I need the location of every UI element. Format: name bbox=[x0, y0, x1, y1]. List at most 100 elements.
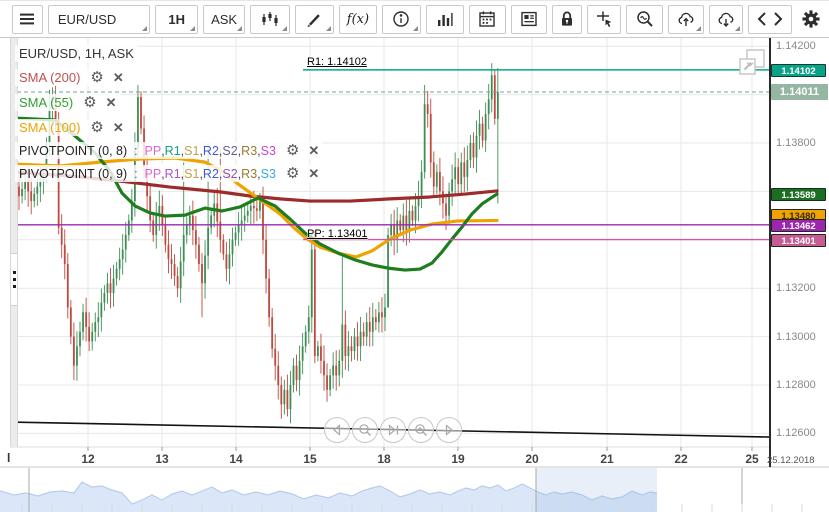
r1-level-label[interactable]: R1: 1.14102 bbox=[307, 56, 367, 68]
pivot-item-pp: PP bbox=[144, 143, 162, 158]
pivot-item-s2: S2 bbox=[222, 166, 238, 181]
dropdown-caret-icon bbox=[412, 25, 418, 31]
time-tick-label: 15 bbox=[303, 452, 317, 466]
separator: , bbox=[180, 166, 185, 181]
calendar-button[interactable] bbox=[469, 4, 506, 34]
crosshair-button[interactable] bbox=[587, 4, 621, 34]
price-badge-1.13401: 1.13401 bbox=[771, 233, 826, 247]
separator: : bbox=[127, 143, 145, 158]
indicator-remove-icon[interactable]: ✕ bbox=[105, 95, 117, 110]
separator: , bbox=[257, 143, 261, 158]
price-tick-label: 1.14200 bbox=[776, 40, 816, 53]
separator: , bbox=[199, 166, 203, 181]
price-type-select[interactable]: ASK bbox=[203, 4, 245, 34]
separator: : bbox=[127, 166, 145, 181]
save-upload-button[interactable] bbox=[668, 4, 705, 34]
indicator-settings-icon[interactable]: ⚙ bbox=[90, 69, 104, 86]
load-download-button[interactable] bbox=[709, 4, 743, 34]
indicators-button[interactable]: f(x) bbox=[338, 4, 378, 34]
drag-dot bbox=[12, 271, 16, 274]
candlestick-chart-icon bbox=[262, 12, 278, 26]
price-tick-label: 1.12600 bbox=[776, 427, 816, 440]
zoom-out-button[interactable] bbox=[352, 417, 378, 443]
zoom-area-button[interactable] bbox=[625, 4, 664, 34]
time-tick-label: 18 bbox=[377, 452, 391, 466]
pivot-item-r2: R2 bbox=[202, 143, 219, 158]
symbol-label: EUR/USD bbox=[57, 11, 117, 27]
gear-icon bbox=[801, 10, 820, 28]
indicator-label: SMA (200) bbox=[19, 70, 81, 85]
time-tick-label: 12 bbox=[81, 452, 95, 466]
price-type-label: ASK bbox=[211, 11, 238, 27]
legend-row-sma-100-: SMA (100) ⚙ ✕ bbox=[15, 119, 128, 136]
time-tick-label: 25 bbox=[745, 452, 759, 466]
zoom-in-button[interactable] bbox=[408, 417, 434, 443]
price-badge-1.14011: 1.14011 bbox=[771, 84, 828, 100]
indicator-remove-icon[interactable]: ✕ bbox=[112, 120, 124, 135]
chevron-right-icon bbox=[774, 12, 783, 26]
history-nav-buttons[interactable] bbox=[747, 4, 793, 34]
hamburger-icon bbox=[20, 13, 35, 25]
dropdown-caret-icon bbox=[236, 25, 242, 31]
indicator-settings-icon[interactable]: ⚙ bbox=[285, 142, 300, 159]
popout-window-button[interactable] bbox=[736, 47, 770, 86]
pan-right-button[interactable] bbox=[436, 417, 462, 443]
chevron-left-icon bbox=[757, 12, 766, 26]
zoom-search-icon bbox=[636, 11, 653, 27]
indicator-settings-icon[interactable]: ⚙ bbox=[285, 165, 300, 182]
separator: , bbox=[218, 166, 223, 181]
indicator-remove-icon[interactable]: ✕ bbox=[308, 143, 320, 158]
indicator-remove-icon[interactable]: ✕ bbox=[308, 166, 320, 181]
legend-row-sma-55-: SMA (55) ⚙ ✕ bbox=[15, 94, 121, 111]
pan-left-button[interactable] bbox=[324, 417, 350, 443]
pencil-icon bbox=[307, 14, 321, 27]
panel-drag-handle[interactable] bbox=[11, 253, 17, 306]
pivot-item-r2: R2 bbox=[202, 166, 219, 181]
separator: , bbox=[237, 143, 242, 158]
time-tick-label: 14 bbox=[229, 452, 243, 466]
dropdown-caret-icon bbox=[696, 25, 702, 31]
separator: , bbox=[199, 143, 203, 158]
indicator-settings-icon[interactable]: ⚙ bbox=[90, 119, 104, 136]
price-badge-1.14102: 1.14102 bbox=[771, 63, 826, 77]
last-date-label: 25.12.2018 bbox=[767, 455, 815, 466]
skip-to-end-button[interactable] bbox=[380, 417, 406, 443]
pivot-item-s1: S1 bbox=[184, 166, 200, 181]
separator: , bbox=[237, 166, 242, 181]
open-in-window-icon bbox=[739, 49, 765, 75]
dropdown-caret-icon bbox=[325, 25, 331, 31]
price-badge-1.13589: 1.13589 bbox=[771, 187, 826, 201]
pp-level-label[interactable]: PP: 1.13401 bbox=[307, 228, 368, 240]
timeframe-select[interactable]: 1H bbox=[155, 4, 199, 34]
price-tick-label: 1.13000 bbox=[776, 330, 816, 343]
indicator-settings-icon[interactable]: ⚙ bbox=[83, 94, 97, 111]
time-tick-label: 21 bbox=[600, 452, 614, 466]
indicator-remove-icon[interactable]: ✕ bbox=[112, 70, 124, 85]
news-button[interactable] bbox=[510, 4, 548, 34]
price-tick-label: 1.13200 bbox=[776, 282, 816, 295]
time-axis-stub: l bbox=[7, 451, 11, 465]
chart-type-button[interactable] bbox=[249, 4, 291, 34]
settings-button[interactable] bbox=[797, 4, 824, 34]
chart-legend: EUR/USD, 1H, ASK SMA (200) ⚙ ✕ SMA (55) ⚙ ✕ SM… bbox=[15, 45, 324, 188]
fx-label: f(x) bbox=[346, 11, 370, 27]
menu-button[interactable] bbox=[12, 4, 43, 34]
pivot-item-r3: R3 bbox=[241, 143, 258, 158]
chart-title: EUR/USD, 1H, ASK bbox=[19, 46, 134, 61]
pivot-item-s3: S3 bbox=[260, 143, 276, 158]
news-icon bbox=[521, 11, 537, 27]
info-button[interactable] bbox=[382, 4, 421, 34]
calendar-icon bbox=[479, 11, 496, 27]
volume-button[interactable] bbox=[425, 4, 465, 34]
separator: , bbox=[161, 166, 165, 181]
dropdown-caret-icon bbox=[142, 25, 148, 31]
toolbar: EUR/USD 1H ASK f(x) bbox=[0, 1, 829, 38]
lock-button[interactable] bbox=[552, 4, 583, 34]
legend-row-pivotpoint-0-8-: PIVOTPOINT (0, 8) : PP, R1, S1, R2, S2, … bbox=[15, 142, 324, 159]
indicator-label: PIVOTPOINT (0, 8) bbox=[19, 143, 128, 158]
symbol-select[interactable]: EUR/USD bbox=[47, 4, 151, 34]
draw-tools-button[interactable] bbox=[295, 4, 334, 34]
indicator-label: SMA (100) bbox=[19, 120, 81, 135]
time-tick-label: 13 bbox=[155, 452, 169, 466]
